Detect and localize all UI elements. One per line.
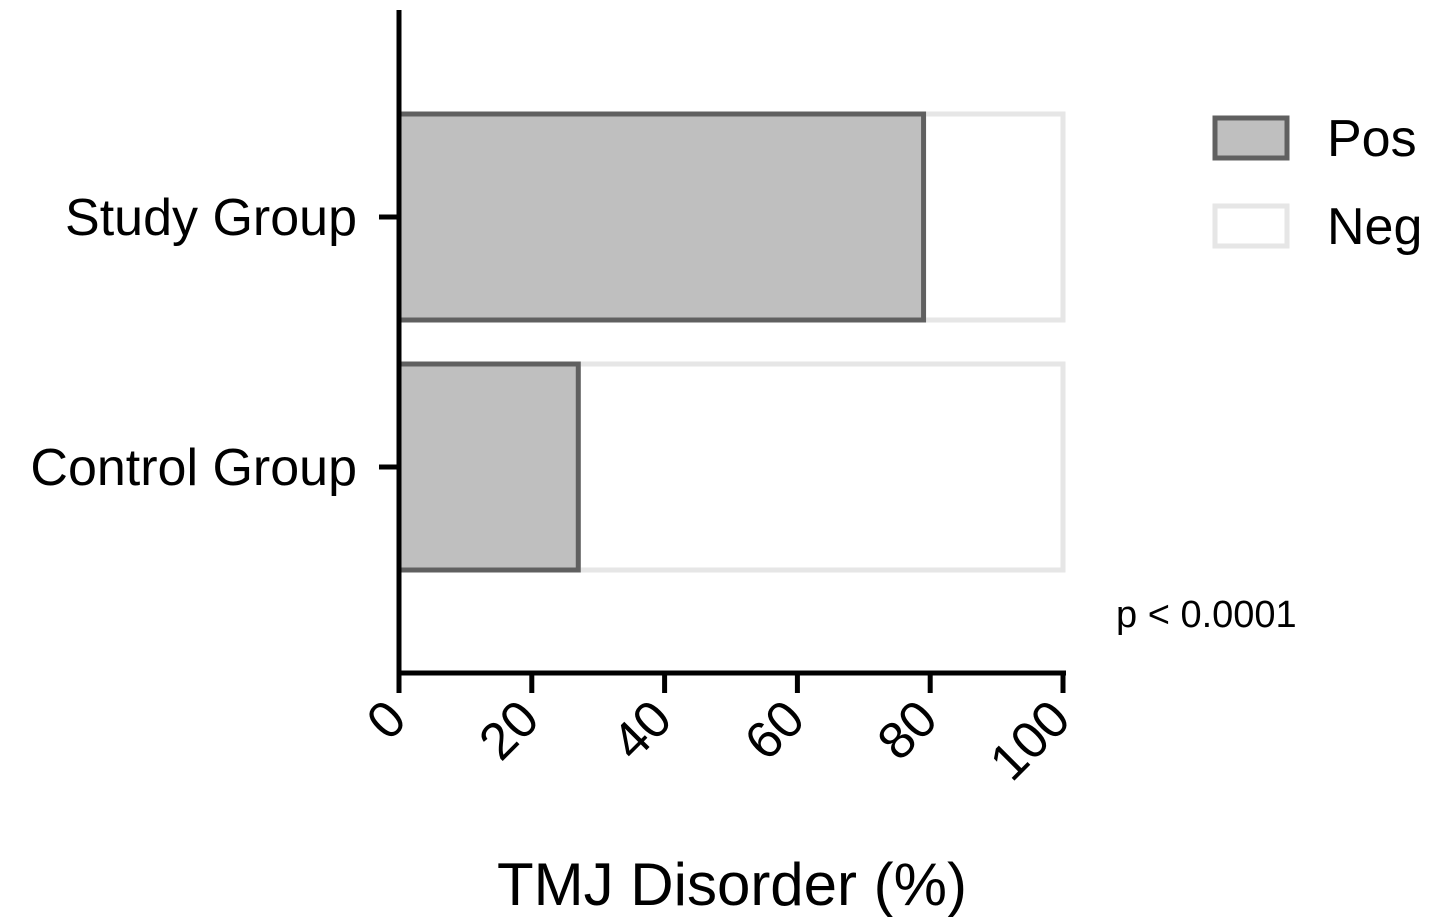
- legend: Pos Neg: [1212, 110, 1422, 256]
- legend-label-pos: Pos: [1327, 110, 1417, 168]
- x-tick-label: 100: [979, 689, 1081, 791]
- x-tick-label: 20: [468, 689, 550, 771]
- x-ticks: 0 20 40 60 80 100: [356, 673, 1081, 792]
- x-tick-label: 60: [734, 689, 816, 771]
- bar-neg-study-group: [921, 111, 1066, 323]
- category-label: Study Group: [65, 189, 357, 247]
- x-tick-label: 40: [601, 689, 683, 771]
- x-tick-label: 80: [867, 689, 949, 771]
- legend-swatch-pos: [1212, 115, 1290, 161]
- category-ticks: Study Group Control Group: [30, 189, 399, 497]
- x-tick-label: 0: [356, 689, 417, 750]
- legend-swatch-neg: [1212, 203, 1290, 249]
- bar-pos-control-group: [396, 361, 581, 573]
- axes-layer: [396, 10, 1066, 676]
- bar-neg-control-group: [575, 361, 1066, 573]
- p-value-annotation: p < 0.0001: [1116, 594, 1297, 636]
- legend-label-neg: Neg: [1327, 198, 1422, 256]
- bars-layer: [396, 111, 1066, 573]
- x-axis-title: TMJ Disorder (%): [497, 851, 967, 917]
- bar-pos-study-group: [396, 111, 927, 323]
- category-label: Control Group: [30, 439, 357, 497]
